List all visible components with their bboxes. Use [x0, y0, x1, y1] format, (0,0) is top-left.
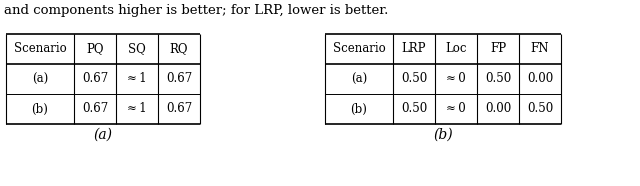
Text: FN: FN	[531, 42, 549, 55]
Text: (a): (a)	[351, 73, 367, 86]
Text: ≈ 1: ≈ 1	[127, 102, 147, 116]
Text: and components higher is better; for LRP, lower is better.: and components higher is better; for LRP…	[4, 4, 388, 17]
Text: (b): (b)	[433, 128, 453, 142]
Text: 0.50: 0.50	[401, 102, 427, 116]
Text: ≈ 1: ≈ 1	[127, 73, 147, 86]
Text: 0.00: 0.00	[527, 73, 553, 86]
Text: LRP: LRP	[402, 42, 426, 55]
Text: Scenario: Scenario	[333, 42, 385, 55]
Text: 0.50: 0.50	[527, 102, 553, 116]
Text: ≈ 0: ≈ 0	[446, 73, 466, 86]
Text: 0.67: 0.67	[166, 73, 192, 86]
Text: Scenario: Scenario	[13, 42, 67, 55]
Text: Loc: Loc	[445, 42, 467, 55]
Text: 0.67: 0.67	[166, 102, 192, 116]
Text: FP: FP	[490, 42, 506, 55]
Text: (a): (a)	[32, 73, 48, 86]
Text: 0.67: 0.67	[82, 73, 108, 86]
Text: SQ: SQ	[128, 42, 146, 55]
Text: (b): (b)	[351, 102, 367, 116]
Text: RQ: RQ	[170, 42, 188, 55]
Text: PQ: PQ	[86, 42, 104, 55]
Text: 0.67: 0.67	[82, 102, 108, 116]
Text: (a): (a)	[93, 128, 113, 142]
Text: (b): (b)	[31, 102, 49, 116]
Text: 0.50: 0.50	[485, 73, 511, 86]
Text: 0.50: 0.50	[401, 73, 427, 86]
Text: 0.00: 0.00	[485, 102, 511, 116]
Text: ≈ 0: ≈ 0	[446, 102, 466, 116]
